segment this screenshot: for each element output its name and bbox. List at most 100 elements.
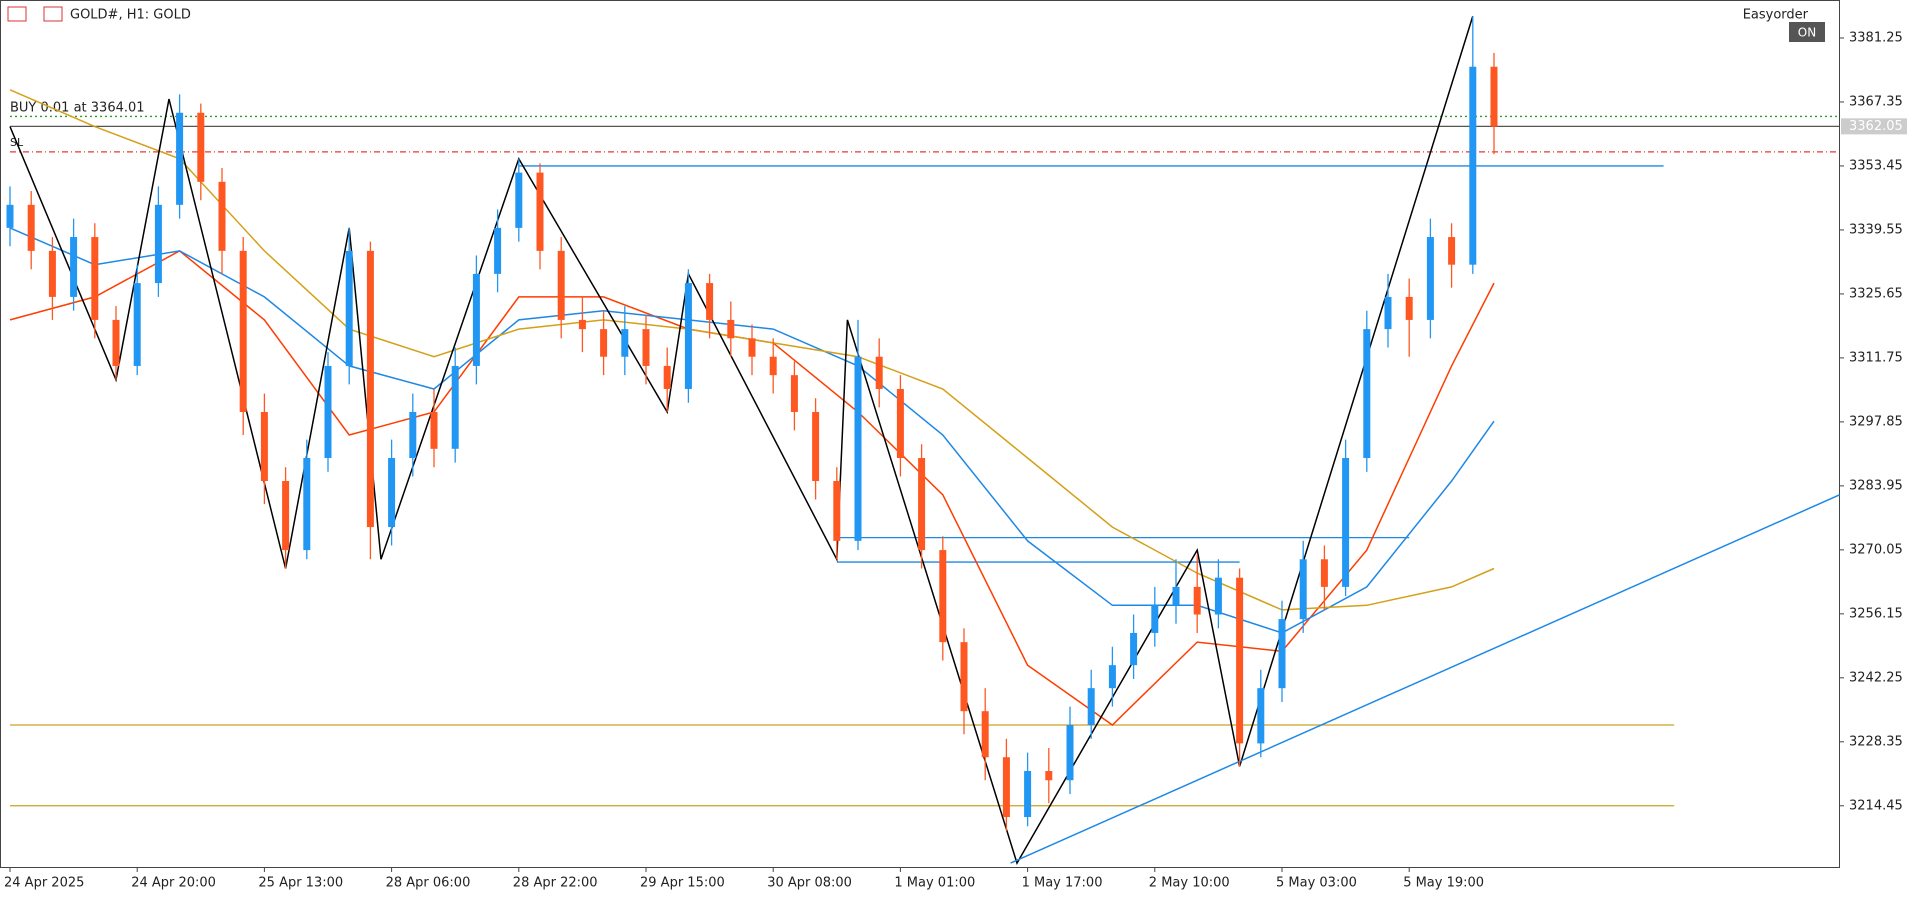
- candle-body: [218, 181, 226, 251]
- x-tick-label: 30 Apr 08:00: [767, 876, 852, 891]
- candle-body: [1002, 757, 1010, 818]
- candle-body: [1278, 619, 1286, 689]
- candle-body: [176, 112, 184, 205]
- candle-body: [1214, 577, 1222, 615]
- candle-body: [409, 411, 417, 459]
- symbol-icon[interactable]: [43, 6, 63, 22]
- candle-body: [960, 642, 968, 712]
- candle-body: [600, 329, 608, 357]
- candle-body: [918, 458, 926, 551]
- y-tick-label: 3270.05: [1849, 542, 1903, 557]
- candle-body: [769, 356, 777, 376]
- y-tick-label: 3297.85: [1849, 414, 1903, 429]
- price-tag-label: 3362.05: [1849, 119, 1903, 134]
- candle-body: [239, 250, 247, 412]
- expert-name: Easyorder: [1743, 8, 1809, 23]
- x-tick-label: 1 May 01:00: [894, 876, 975, 891]
- candle-body: [133, 283, 141, 366]
- candle-body: [1024, 771, 1032, 818]
- candle-body: [578, 319, 586, 330]
- candle-body: [324, 365, 332, 459]
- candle-body: [748, 338, 756, 357]
- candle-body: [1193, 586, 1201, 615]
- y-tick-label: 3283.95: [1849, 478, 1903, 493]
- candle-body: [515, 172, 523, 228]
- y-tick-label: 3325.65: [1849, 286, 1903, 301]
- candle-body: [812, 411, 820, 482]
- candle-body: [345, 250, 353, 366]
- candle-body: [1257, 688, 1265, 744]
- order-label: BUY 0.01 at 3364.01: [10, 101, 145, 116]
- candle-body: [1426, 237, 1434, 320]
- y-tick-label: 3339.55: [1849, 222, 1903, 237]
- candle-body: [472, 273, 480, 366]
- candle-body: [1469, 66, 1477, 265]
- candle-body: [1405, 296, 1413, 320]
- chart-title: GOLD#, H1: GOLD: [70, 8, 191, 23]
- candle-body: [70, 237, 78, 297]
- overlay-line: [9, 250, 1495, 726]
- status-text: ON: [1798, 26, 1816, 40]
- plot-frame: [0, 0, 1840, 868]
- y-tick-label: 3214.45: [1849, 798, 1903, 813]
- overlay-line: [9, 15, 1474, 865]
- x-tick-label: 2 May 10:00: [1149, 876, 1230, 891]
- candle-body: [875, 356, 883, 389]
- x-tick-label: 25 Apr 13:00: [258, 876, 343, 891]
- status-badge[interactable]: [1789, 22, 1825, 42]
- candle-body: [388, 458, 396, 528]
- candle-body: [112, 319, 120, 366]
- y-tick-label: 3381.25: [1849, 30, 1903, 45]
- overlay-line: [1010, 494, 1840, 864]
- x-tick-label: 5 May 19:00: [1403, 876, 1484, 891]
- candle-body: [536, 172, 544, 251]
- candle-body: [1045, 771, 1053, 781]
- candle-body: [896, 388, 904, 459]
- price-tag: [1841, 118, 1907, 135]
- candle-body: [1087, 688, 1095, 725]
- y-tick-label: 3353.45: [1849, 158, 1903, 173]
- candle-body: [282, 481, 290, 551]
- x-tick-label: 28 Apr 22:00: [513, 876, 598, 891]
- y-tick-label: 3311.75: [1849, 350, 1903, 365]
- candle-body: [1236, 577, 1244, 744]
- candle-body: [1384, 296, 1392, 330]
- x-tick-label: 5 May 03:00: [1276, 876, 1357, 891]
- x-tick-label: 29 Apr 15:00: [640, 876, 725, 891]
- candle-body: [1299, 559, 1307, 620]
- y-tick-label: 3228.35: [1849, 734, 1903, 749]
- candle-body: [1172, 586, 1180, 606]
- candle-body: [790, 375, 798, 412]
- candle-body: [494, 227, 502, 274]
- x-tick-label: 24 Apr 2025: [4, 876, 84, 891]
- candle-body: [6, 204, 14, 228]
- menu-icon[interactable]: [7, 6, 27, 22]
- x-tick-label: 28 Apr 06:00: [386, 876, 471, 891]
- candle-body: [727, 319, 735, 339]
- candle-body: [451, 365, 459, 449]
- y-tick-label: 3367.35: [1849, 94, 1903, 109]
- candle-body: [981, 711, 989, 758]
- candle-body: [854, 356, 862, 541]
- candle-body: [197, 112, 205, 182]
- x-tick-label: 1 May 17:00: [1022, 876, 1103, 891]
- candle-body: [1342, 458, 1350, 587]
- candle-body: [621, 329, 629, 357]
- candle-body: [684, 283, 692, 389]
- candle-body: [1130, 632, 1138, 666]
- candle-body: [366, 250, 374, 528]
- candle-body: [1363, 329, 1371, 459]
- candle-body: [1108, 665, 1116, 689]
- overlay-line: [9, 227, 1495, 634]
- candle-body: [833, 481, 841, 541]
- candle-body: [1448, 237, 1456, 265]
- candle-body: [557, 250, 565, 320]
- candle-body: [260, 411, 268, 482]
- candle-body: [663, 365, 671, 389]
- candle-body: [91, 237, 99, 320]
- candle-body: [154, 204, 162, 284]
- candle-body: [1490, 66, 1498, 127]
- x-tick-label: 24 Apr 20:00: [131, 876, 216, 891]
